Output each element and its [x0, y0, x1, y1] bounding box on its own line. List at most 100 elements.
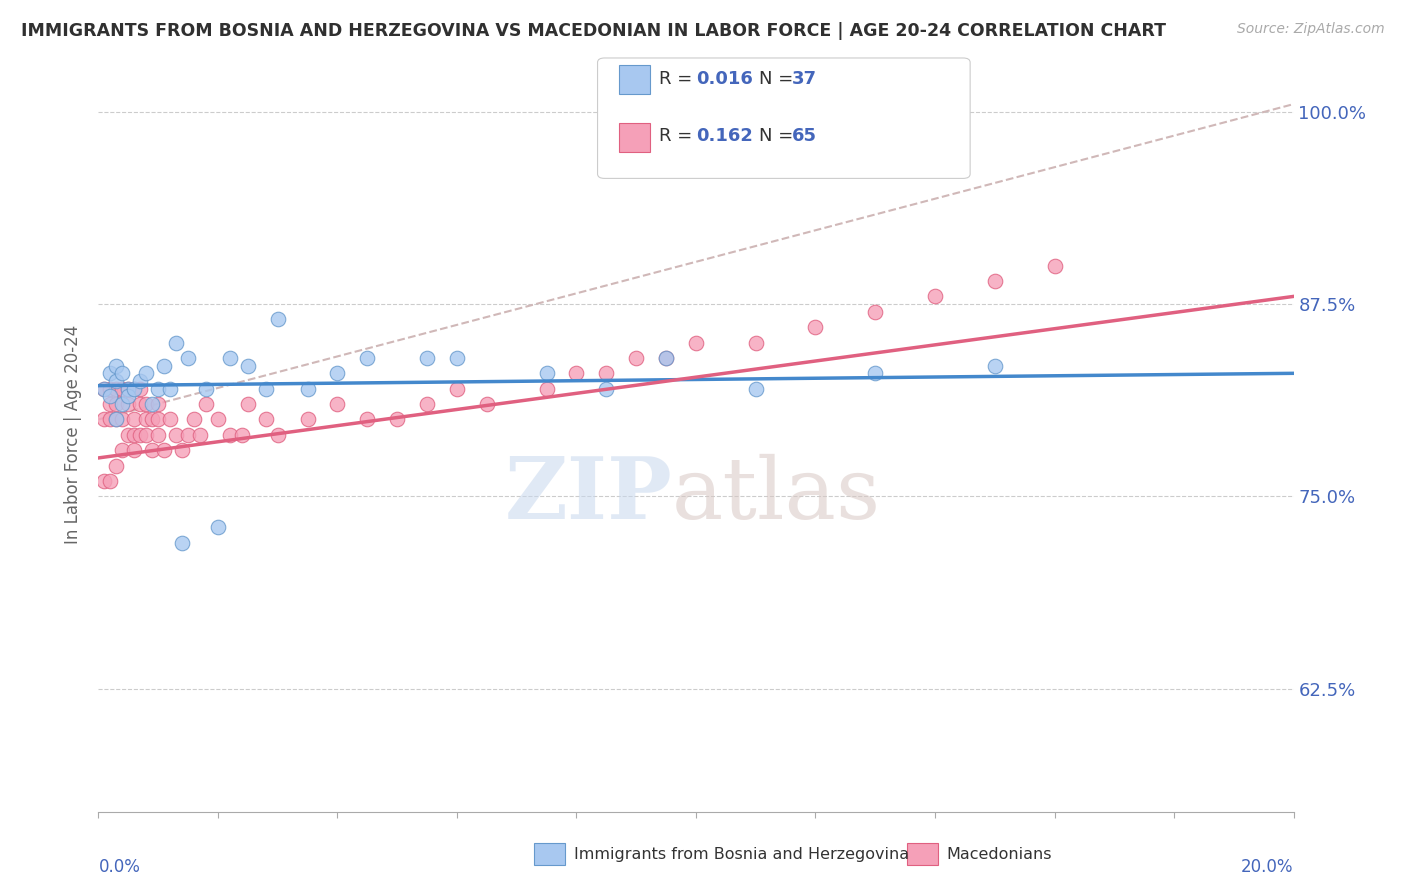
Point — [98, 412, 122, 426]
Point — [655, 351, 678, 365]
Point — [865, 367, 887, 381]
Point — [924, 289, 946, 303]
Point — [129, 397, 152, 411]
Point — [98, 389, 122, 403]
Point — [416, 397, 439, 411]
Point — [93, 412, 115, 426]
Point — [207, 520, 229, 534]
Point — [565, 367, 588, 381]
Point — [236, 359, 259, 373]
Point — [236, 397, 259, 411]
Point — [148, 428, 170, 442]
Point — [141, 443, 163, 458]
Point — [117, 382, 139, 396]
Point — [356, 412, 378, 426]
Point — [326, 367, 349, 381]
Point — [745, 382, 768, 396]
Text: atlas: atlas — [672, 453, 882, 537]
Text: 0.162: 0.162 — [696, 128, 752, 145]
Point — [117, 382, 139, 396]
Point — [536, 382, 558, 396]
Point — [141, 412, 163, 426]
Point — [111, 367, 134, 381]
Point — [124, 382, 146, 396]
Point — [446, 382, 468, 396]
Point — [93, 382, 115, 396]
Point — [148, 382, 170, 396]
Point — [93, 474, 115, 488]
Point — [177, 351, 200, 365]
Point — [124, 443, 146, 458]
Point — [416, 351, 439, 365]
Point — [183, 412, 205, 426]
Point — [111, 443, 134, 458]
Point — [804, 320, 827, 334]
Text: 65: 65 — [792, 128, 817, 145]
Point — [745, 335, 768, 350]
Point — [984, 359, 1007, 373]
Point — [172, 535, 194, 549]
Point — [98, 474, 122, 488]
Point — [141, 397, 163, 411]
Text: Immigrants from Bosnia and Herzegovina: Immigrants from Bosnia and Herzegovina — [574, 847, 908, 862]
Point — [98, 382, 122, 396]
Point — [595, 382, 617, 396]
Point — [105, 412, 128, 426]
Point — [129, 428, 152, 442]
Point — [254, 412, 277, 426]
Point — [129, 374, 152, 388]
Point — [98, 397, 122, 411]
Point — [626, 351, 648, 365]
Text: 0.016: 0.016 — [696, 70, 752, 88]
Point — [105, 382, 128, 396]
Point — [165, 335, 187, 350]
Point — [159, 382, 181, 396]
Point — [105, 397, 128, 411]
Point — [231, 428, 253, 442]
Point — [267, 428, 290, 442]
Point — [188, 428, 211, 442]
Point — [984, 274, 1007, 288]
Point — [135, 397, 157, 411]
Point — [135, 412, 157, 426]
Point — [111, 412, 134, 426]
Point — [124, 412, 146, 426]
Point — [254, 382, 277, 396]
Text: R =: R = — [659, 70, 699, 88]
Point — [685, 335, 707, 350]
Point — [195, 397, 218, 411]
Point — [159, 412, 181, 426]
Point — [153, 443, 176, 458]
Point — [98, 367, 122, 381]
Text: N =: N = — [759, 128, 799, 145]
Text: Source: ZipAtlas.com: Source: ZipAtlas.com — [1237, 22, 1385, 37]
Point — [105, 359, 128, 373]
Point — [536, 367, 558, 381]
Point — [172, 443, 194, 458]
Point — [105, 458, 128, 473]
Point — [135, 428, 157, 442]
Point — [124, 382, 146, 396]
Y-axis label: In Labor Force | Age 20-24: In Labor Force | Age 20-24 — [65, 326, 83, 544]
Point — [165, 428, 187, 442]
Text: N =: N = — [759, 70, 799, 88]
Point — [105, 412, 128, 426]
Point — [195, 382, 218, 396]
Point — [446, 351, 468, 365]
Point — [219, 351, 242, 365]
Point — [865, 305, 887, 319]
Point — [385, 412, 409, 426]
Point — [117, 397, 139, 411]
Point — [219, 428, 242, 442]
Point — [117, 389, 139, 403]
Point — [148, 397, 170, 411]
Point — [111, 397, 134, 411]
Point — [135, 367, 157, 381]
Text: 37: 37 — [792, 70, 817, 88]
Point — [93, 382, 115, 396]
Text: 0.0%: 0.0% — [98, 858, 141, 876]
Point — [124, 428, 146, 442]
Text: IMMIGRANTS FROM BOSNIA AND HERZEGOVINA VS MACEDONIAN IN LABOR FORCE | AGE 20-24 : IMMIGRANTS FROM BOSNIA AND HERZEGOVINA V… — [21, 22, 1166, 40]
Point — [356, 351, 378, 365]
Point — [117, 428, 139, 442]
